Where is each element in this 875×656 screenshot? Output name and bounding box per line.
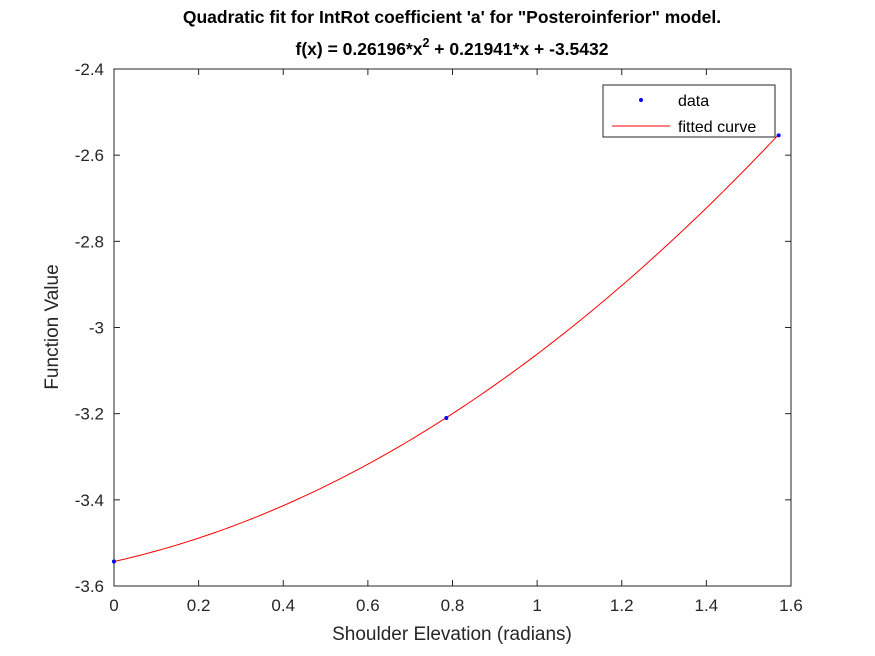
legend: data fitted curve <box>602 84 776 138</box>
x-tick-label: 0 <box>109 596 118 615</box>
x-tick-label: 0.4 <box>271 596 295 615</box>
x-axis-ticks: 0 0.2 0.4 0.6 0.8 1 1.2 1.4 1.6 <box>109 69 803 615</box>
data-point <box>444 416 449 421</box>
chart-title-line1: Quadratic fit for IntRot coefficient 'a'… <box>183 7 721 27</box>
x-tick-label: 1.6 <box>779 596 803 615</box>
y-axis-ticks: -3.6 -3.4 -3.2 -3 -2.8 -2.6 -2.4 <box>75 60 791 596</box>
y-tick-label: -3.2 <box>75 405 104 424</box>
x-tick-label: 1.4 <box>695 596 719 615</box>
legend-label-data: data <box>678 93 709 110</box>
y-tick-label: -3.6 <box>75 577 104 596</box>
plot-series <box>112 133 781 564</box>
x-tick-label: 1.2 <box>610 596 634 615</box>
y-tick-label: -2.6 <box>75 146 104 165</box>
x-tick-label: 1 <box>532 596 541 615</box>
legend-box <box>602 84 776 138</box>
x-tick-label: 0.2 <box>187 596 211 615</box>
axes-box <box>113 68 792 587</box>
x-tick-label: 0.8 <box>441 596 465 615</box>
y-tick-label: -3 <box>89 319 104 338</box>
y-tick-label: -3.4 <box>75 491 104 510</box>
x-tick-label: 0.6 <box>356 596 380 615</box>
y-axis-label: Function Value <box>42 264 63 389</box>
data-point <box>112 559 116 564</box>
legend-label-fitted-curve: fitted curve <box>678 119 756 136</box>
y-tick-label: -2.4 <box>75 60 104 79</box>
title-formula-exponent: 2 <box>422 36 429 50</box>
title-formula-prefix: f(x) = 0.26196*x <box>296 39 423 59</box>
x-axis-label: Shoulder Elevation (radians) <box>332 624 572 645</box>
title-formula-suffix: + 0.21941*x + -3.5432 <box>429 39 608 59</box>
legend-marker-data <box>639 98 643 102</box>
data-point <box>776 133 781 138</box>
y-tick-label: -2.8 <box>75 232 104 251</box>
chart-title-line2: f(x) = 0.26196*x2 + 0.21941*x + -3.5432 <box>296 36 609 59</box>
